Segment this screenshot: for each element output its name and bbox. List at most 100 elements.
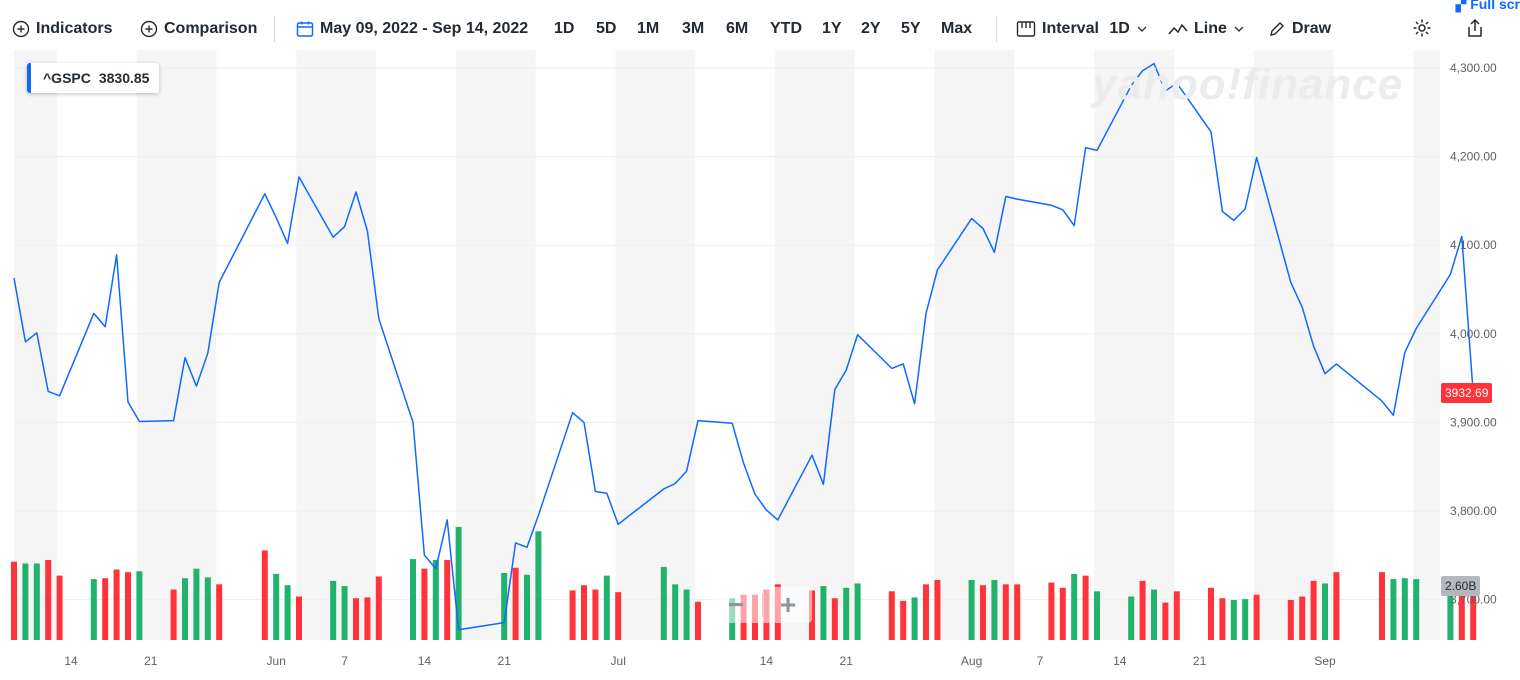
volume-bar <box>1230 599 1237 640</box>
fullscreen-link[interactable]: ▞ Full scr <box>1456 0 1520 13</box>
fullscreen-label: Full scr <box>1470 0 1520 12</box>
week-band <box>136 50 217 640</box>
x-tick-label: 14 <box>760 654 774 668</box>
volume-bar <box>1139 580 1146 640</box>
volume-bar <box>535 531 542 640</box>
share-button[interactable] <box>1466 18 1484 40</box>
volume-bar <box>615 592 622 640</box>
chart-type-label: Line <box>1194 20 1227 37</box>
volume-bar <box>1447 579 1454 640</box>
range-2y[interactable]: 2Y <box>861 20 881 37</box>
volume-bar <box>421 568 428 640</box>
gridlines <box>14 67 1440 601</box>
yahoo-finance-watermark: yahoo!finance <box>1092 60 1404 109</box>
comparison-button[interactable]: Comparison <box>140 18 257 40</box>
volume-bar <box>968 579 975 640</box>
volume-bar <box>216 584 223 640</box>
week-band <box>296 50 377 640</box>
volume-bar <box>695 601 701 640</box>
week-band <box>615 50 696 640</box>
volume-bar <box>1379 572 1385 640</box>
volume-bar <box>45 559 52 640</box>
zoom-out-button[interactable]: − <box>727 589 745 620</box>
volume-bar <box>353 598 359 640</box>
range-ytd[interactable]: YTD <box>770 20 802 37</box>
settings-button[interactable] <box>1412 18 1432 40</box>
range-1y[interactable]: 1Y <box>822 20 842 37</box>
date-range-button[interactable]: May 09, 2022 - Sep 14, 2022 <box>296 18 528 40</box>
draw-button[interactable]: Draw <box>1268 18 1331 40</box>
volume-bar <box>980 585 986 640</box>
y-tick-label: 4,300.00 <box>1450 61 1497 75</box>
volume-bar <box>1299 596 1306 640</box>
volume-bar <box>273 573 280 640</box>
volume-bar <box>1219 598 1226 640</box>
zoom-in-button[interactable]: + <box>779 589 797 620</box>
line-chart-icon <box>1168 23 1188 35</box>
volume-bar <box>923 584 929 640</box>
volume-bar <box>581 585 587 640</box>
volume-bars <box>11 526 1477 640</box>
volume-bar <box>1059 587 1066 640</box>
volume-bar <box>1310 580 1317 640</box>
volume-bar <box>284 585 291 640</box>
indicators-button[interactable]: Indicators <box>12 18 112 40</box>
week-bands <box>14 50 1440 640</box>
range-5d[interactable]: 5D <box>596 20 617 37</box>
range-1d[interactable]: 1D <box>554 20 575 37</box>
volume-bar <box>11 561 17 640</box>
volume-bar <box>444 559 451 640</box>
interval-label: Interval <box>1042 20 1099 37</box>
volume-bar <box>22 563 29 640</box>
x-tick-label: 21 <box>498 654 512 668</box>
volume-bar <box>1002 584 1009 640</box>
interval-dropdown[interactable]: Interval 1D <box>1016 18 1147 40</box>
volume-bar <box>1173 591 1180 640</box>
chart-type-dropdown[interactable]: Line <box>1168 18 1244 40</box>
volume-bar <box>911 597 918 640</box>
chart-toolbar: Indicators Comparison May 09, 2022 - Sep… <box>0 0 1520 50</box>
volume-bar <box>113 569 120 640</box>
range-max[interactable]: Max <box>941 20 973 37</box>
volume-bar <box>1014 584 1021 640</box>
ticker-badge[interactable]: ^GSPC 3830.85 <box>27 63 160 93</box>
volume-bar <box>56 575 63 640</box>
toolbar-divider <box>996 16 997 42</box>
volume-bar <box>102 578 109 640</box>
indicators-label: Indicators <box>36 20 113 37</box>
volume-bar <box>204 577 211 640</box>
volume-bar <box>1287 599 1294 640</box>
volume-bar <box>182 578 188 640</box>
volume-bar <box>934 579 941 640</box>
volume-bar <box>1071 573 1078 640</box>
volume-bar <box>136 571 143 640</box>
range-6m[interactable]: 6M <box>726 20 749 37</box>
week-band <box>14 50 57 640</box>
pencil-icon <box>1270 21 1284 36</box>
plus-circle-icon <box>140 20 158 37</box>
week-band <box>1094 50 1175 640</box>
zoom-controls: − + <box>712 587 812 623</box>
x-tick-label: 21 <box>1193 654 1207 668</box>
volume-bar <box>1242 599 1249 640</box>
volume-bar <box>1253 594 1260 640</box>
x-tick-label: 21 <box>144 654 158 668</box>
volume-bar <box>1048 582 1055 640</box>
x-tick-label: 14 <box>64 654 78 668</box>
fullscreen-icon: ▞ <box>1455 0 1471 12</box>
x-tick-label: 14 <box>1113 654 1127 668</box>
toolbar-divider <box>274 16 275 42</box>
volume-bar <box>1162 602 1169 640</box>
volume-bar <box>888 591 895 640</box>
chevron-down-icon <box>1234 26 1244 32</box>
range-5y[interactable]: 5Y <box>901 20 921 37</box>
volume-bar <box>1128 596 1135 640</box>
range-1m[interactable]: 1M <box>637 20 660 37</box>
volume-bar <box>1082 575 1089 640</box>
range-3m[interactable]: 3M <box>682 20 705 37</box>
volume-bar <box>900 600 907 640</box>
volume-label: 2.60B <box>1441 576 1481 596</box>
volume-bar <box>592 589 599 640</box>
volume-bar <box>90 579 97 640</box>
